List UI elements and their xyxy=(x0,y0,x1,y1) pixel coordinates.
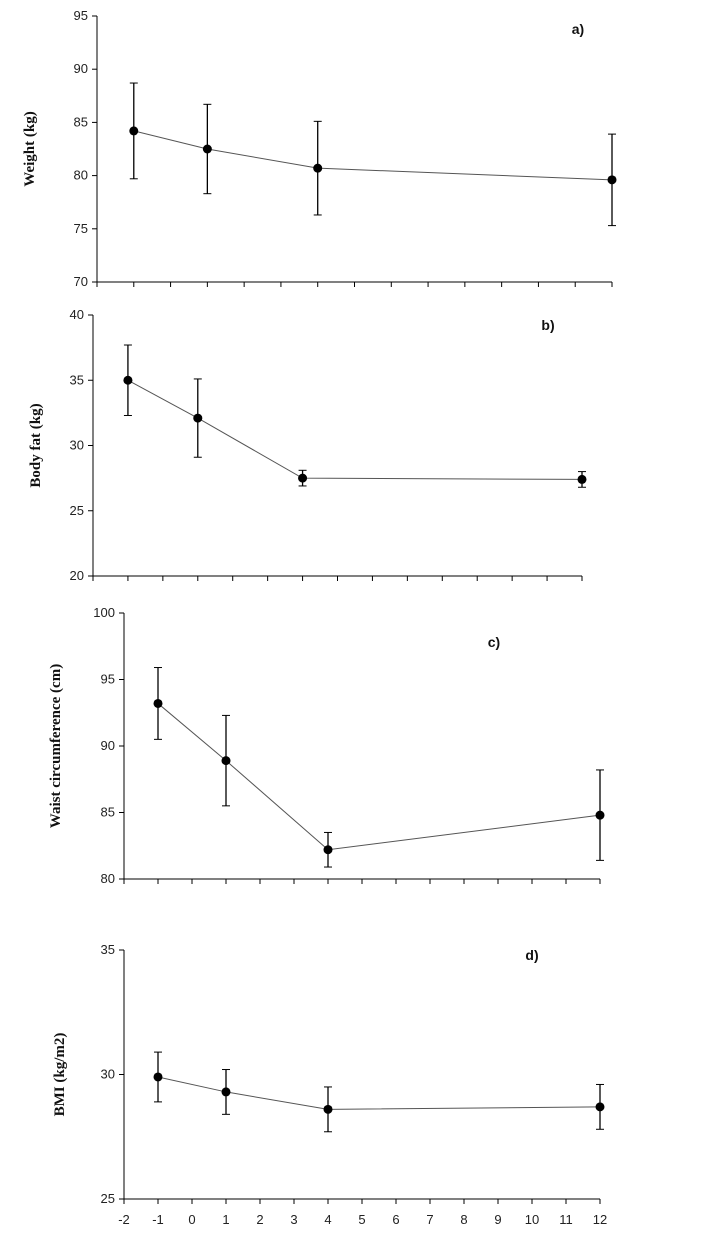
y-tick-label: 95 xyxy=(101,672,115,687)
data-point xyxy=(595,1102,605,1112)
data-point xyxy=(313,163,323,173)
x-tick-label: 2 xyxy=(256,1212,263,1227)
data-point xyxy=(595,810,605,820)
y-tick-label: 85 xyxy=(101,805,115,820)
y-axis-label: Body fat (kg) xyxy=(28,403,44,487)
data-point xyxy=(298,473,308,483)
y-tick-label: 35 xyxy=(101,942,115,957)
x-tick-label: 3 xyxy=(290,1212,297,1227)
y-tick-label: 70 xyxy=(74,274,88,289)
x-tick-label: 10 xyxy=(525,1212,539,1227)
data-point xyxy=(129,126,139,136)
x-tick-label: 9 xyxy=(494,1212,501,1227)
y-tick-label: 95 xyxy=(74,8,88,23)
y-tick-label: 80 xyxy=(74,168,88,183)
x-tick-label: 1 xyxy=(222,1212,229,1227)
x-tick-label: -2 xyxy=(118,1212,130,1227)
data-point xyxy=(607,175,617,185)
y-tick-label: 30 xyxy=(101,1067,115,1082)
y-axis-label: Waist circumference (cm) xyxy=(48,664,64,828)
data-point xyxy=(123,375,133,385)
y-axis-label: Weight (kg) xyxy=(22,111,38,186)
panel-label: a) xyxy=(572,21,584,37)
data-point xyxy=(323,845,333,855)
data-point xyxy=(153,698,163,708)
series-line xyxy=(157,1076,601,1110)
y-tick-label: 75 xyxy=(74,221,88,236)
y-tick-label: 90 xyxy=(74,61,88,76)
x-tick-label: -1 xyxy=(152,1212,164,1227)
data-point xyxy=(202,144,212,154)
panel-label: c) xyxy=(488,634,500,650)
x-tick-label: 7 xyxy=(426,1212,433,1227)
panel-label: d) xyxy=(525,947,538,963)
x-tick-label: 8 xyxy=(460,1212,467,1227)
data-point xyxy=(221,756,231,766)
data-point xyxy=(221,1087,231,1097)
x-tick-label: 0 xyxy=(188,1212,195,1227)
y-tick-label: 80 xyxy=(101,871,115,886)
panel-label: b) xyxy=(541,317,554,333)
series-line xyxy=(157,703,601,851)
data-point xyxy=(193,413,203,423)
y-axis-label: BMI (kg/m2) xyxy=(52,1033,68,1117)
series-line xyxy=(133,130,613,181)
data-point xyxy=(323,1104,333,1114)
chart-panel-2: 20 25 30 35 40 Body fat (kg) b) xyxy=(28,307,587,583)
y-tick-label: 20 xyxy=(70,568,84,583)
series-line xyxy=(127,379,583,480)
y-tick-label: 25 xyxy=(70,503,84,518)
chart-panel-1: 70 75 80 85 90 95 Weight (kg) a) xyxy=(22,8,617,289)
x-tick-label: 12 xyxy=(593,1212,607,1227)
y-tick-label: 35 xyxy=(70,372,84,387)
chart-panel-3: 80 85 90 95 100 Waist circumference (cm) c) xyxy=(48,605,605,886)
y-tick-label: 30 xyxy=(70,438,84,453)
x-tick-label: 11 xyxy=(559,1212,573,1227)
y-tick-label: 25 xyxy=(101,1191,115,1206)
y-tick-label: 85 xyxy=(74,114,88,129)
data-point xyxy=(153,1072,163,1082)
data-point xyxy=(577,474,587,484)
y-tick-label: 40 xyxy=(70,307,84,322)
x-tick-label: 6 xyxy=(392,1212,399,1227)
y-tick-label: 90 xyxy=(101,738,115,753)
x-tick-label: 5 xyxy=(358,1212,365,1227)
x-tick-label: 4 xyxy=(324,1212,331,1227)
y-tick-label: 100 xyxy=(93,605,115,620)
